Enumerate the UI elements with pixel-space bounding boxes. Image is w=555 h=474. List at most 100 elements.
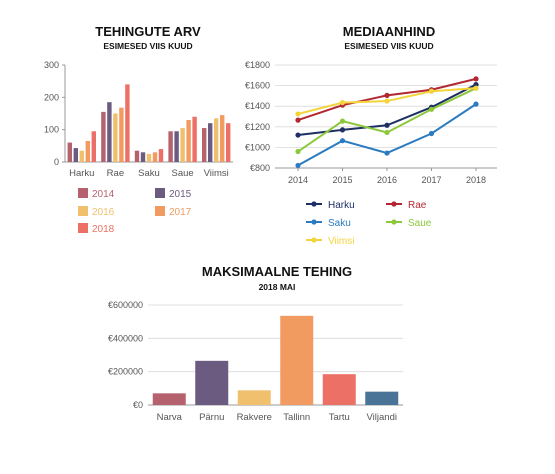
chart2-data-point [473,76,479,82]
chart1-bar [107,102,112,162]
chart2-data-point [339,99,346,106]
chart1-bar [140,152,146,162]
chart3-x-tick-label: Viljandi [367,412,397,423]
chart3-subtitle: 2018 MAI [259,282,296,292]
chart2-data-point [295,111,301,117]
chart1-legend-label: 2015 [169,189,192,200]
chart2-data-point [339,138,346,144]
chart1-title: TEHINGUTE ARV [95,24,201,39]
chart1-y-tick-label: 300 [44,60,59,70]
chart1-y-tick-label: 0 [54,157,59,167]
chart2-data-point [339,118,346,124]
chart1-bar [67,142,72,162]
chart-tehingute-arv: TEHINGUTE ARV ESIMESED VIIS KUUD 0 100 200… [44,24,233,235]
chart1-bar [146,153,152,162]
chart2-data-point [295,148,301,155]
chart3-bar [322,374,356,405]
chart2-data-point [473,101,479,107]
chart1-x-tick-label: Harku [69,168,94,179]
chart2-y-tick-label: €1800 [245,60,270,70]
chart1-bar [180,128,185,162]
chart2-legend-marker [311,201,317,207]
chart3-bar [195,360,229,405]
chart2-y-tick-label: €1400 [245,101,270,111]
chart2-y-tick-label: €1600 [245,81,270,91]
chart3-y-tick-label: €600000 [108,300,143,310]
chart2-x-tick-label: 2017 [421,175,441,185]
chart1-bar [208,123,213,162]
chart2-x-tick-label: 2016 [377,175,397,185]
chart2-legend-label: Saku [328,218,351,229]
chart1-bar [125,84,130,162]
chart1-bar [220,115,225,162]
chart1-bar [192,116,197,162]
chart1-legend-swatch [155,188,165,198]
chart1-bar [168,131,173,162]
chart2-x-tick-label: 2015 [332,175,352,185]
chart2-data-point [473,81,479,88]
chart3-x-tick-label: Narva [157,412,183,423]
chart2-y-tick-label: €1000 [245,142,270,152]
chart1-bar [134,150,140,162]
chart1-bar [113,113,118,162]
chart3-y-tick-label: €0 [133,400,143,410]
chart3-x-tick-label: Tartu [329,412,350,423]
chart2-data-point [339,127,346,133]
chart2-legend-marker [311,237,317,243]
chart2-data-point [295,117,301,123]
chart1-x-tick-label: Saue [172,168,194,179]
chart1-legend-label: 2017 [169,207,192,218]
chart3-y-tick-label: €400000 [108,333,143,343]
chart1-legend-label: 2018 [92,224,115,235]
chart3-bar [237,390,271,405]
chart3-x-tick-label: Rakvere [237,412,272,423]
chart3-bar [152,393,186,405]
chart2-legend-marker [311,219,317,225]
chart3-title: MAKSIMAALNE TEHING [202,264,352,279]
chart1-bar [85,140,90,162]
chart1-legend-swatch [78,188,88,198]
chart2-legend-marker [391,201,397,207]
chart1-legend-swatch [78,223,88,233]
chart2-y-tick-label: €1200 [245,122,270,132]
chart1-bar [91,131,96,162]
chart3-x-tick-label: Pärnu [199,412,224,423]
chart3-bar [280,315,314,405]
chart2-data-point [384,122,390,128]
chart2-data-point [473,85,479,91]
chart2-data-point [384,150,390,156]
chart2-x-tick-label: 2014 [288,175,308,185]
chart1-y-tick-label: 200 [44,92,59,102]
chart2-data-point [384,98,390,104]
chart1-bar [226,123,231,162]
chart2-legend-label: Rae [408,200,427,211]
chart1-x-tick-label: Saku [138,168,160,179]
chart3-bar [365,391,399,405]
chart2-data-point [428,88,435,94]
chart1-bar [158,149,164,162]
chart1-bar [101,111,106,162]
chart1-x-tick-label: Viimsi [204,168,229,179]
chart2-title: MEDIAANHIND [343,24,435,39]
chart1-subtitle: ESIMESED VIIS KUUD [103,41,192,51]
chart2-legend-marker [391,219,397,225]
chart-mediaanhind: MEDIAANHIND ESIMESED VIIS KUUD €800 €1000… [245,24,497,247]
chart1-bar [202,128,207,162]
chart2-data-point [295,162,301,169]
chart-maksimaalne-tehing: MAKSIMAALNE TEHING 2018 MAI €0 €200000 €40… [108,264,403,423]
chart1-legend-label: 2014 [92,189,115,200]
chart2-data-point [384,129,390,136]
chart2-data-point [384,92,390,98]
chart1-bar [73,148,78,162]
chart2-x-tick-label: 2018 [466,175,486,185]
chart2-y-tick-label: €800 [250,163,270,173]
chart1-bar [79,150,84,162]
chart2-legend-label: Saue [408,218,432,229]
chart1-bar [119,107,124,162]
chart2-data-point [295,132,301,138]
chart3-x-tick-label: Tallinn [283,412,310,423]
chart1-legend-swatch [155,206,165,216]
chart2-legend-label: Harku [328,200,355,211]
chart3-y-tick-label: €200000 [108,367,143,377]
